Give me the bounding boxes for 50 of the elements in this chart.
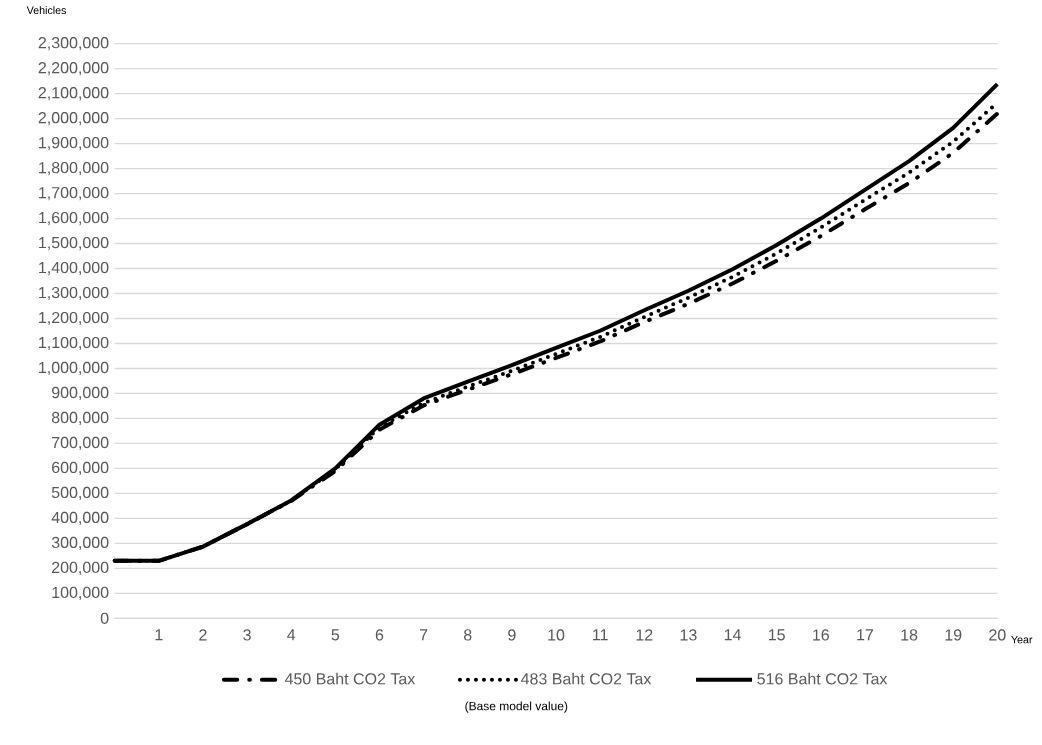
x-tick-label: 7 bbox=[419, 629, 428, 641]
x-tick-label: 14 bbox=[724, 629, 741, 641]
y-tick-label: 100,000 bbox=[52, 586, 109, 600]
x-tick-label: 5 bbox=[331, 629, 340, 641]
y-tick-label: 0 bbox=[100, 612, 109, 624]
y-tick-label: 1,900,000 bbox=[39, 136, 109, 151]
x-tick-label: 15 bbox=[768, 629, 785, 641]
y-tick-label: 800,000 bbox=[51, 411, 109, 426]
x-tick-label: 4 bbox=[287, 629, 296, 641]
x-tick-label: 16 bbox=[813, 629, 829, 641]
y-tick-label: 300,000 bbox=[51, 536, 109, 550]
y-tick-label: 2,200,000 bbox=[38, 62, 109, 76]
y-tick-label: 1,100,000 bbox=[39, 336, 109, 351]
x-tick-label: 11 bbox=[593, 629, 608, 641]
x-tick-label: 2 bbox=[199, 629, 207, 641]
x-tick-label: 20 bbox=[989, 629, 1006, 641]
y-tick-label: 700,000 bbox=[52, 436, 109, 451]
x-tick-label: 12 bbox=[636, 629, 653, 641]
x-tick-label: 13 bbox=[680, 629, 697, 641]
x-tick-label: 18 bbox=[901, 629, 918, 641]
x-tick-label: 17 bbox=[857, 629, 874, 641]
x-tick-label: 10 bbox=[548, 629, 565, 641]
y-tick-label: 600,000 bbox=[52, 461, 109, 476]
y-tick-label: 900,000 bbox=[51, 386, 109, 401]
x-tick-label: 8 bbox=[463, 629, 472, 641]
y-tick-label: 1,800,000 bbox=[39, 161, 109, 176]
legend-label: 450 Baht CO2 Tax bbox=[284, 672, 416, 685]
x-axis-title: Year bbox=[1011, 635, 1033, 644]
y-axis-title: Vehicles bbox=[26, 6, 67, 15]
y-tick-label: 2,000,000 bbox=[38, 112, 109, 126]
y-tick-label: 1,600,000 bbox=[39, 211, 109, 226]
y-tick-label: 1,300,000 bbox=[39, 286, 109, 301]
text: (Base model value) bbox=[465, 701, 568, 713]
y-tick-label: 500,000 bbox=[51, 486, 109, 500]
legend-label: 483 Baht CO2 Tax bbox=[521, 672, 652, 685]
y-tick-label: 1,200,000 bbox=[39, 311, 109, 326]
x-tick-label: 3 bbox=[243, 629, 251, 641]
y-tick-label: 1,500,000 bbox=[39, 236, 109, 251]
x-tick-label: 19 bbox=[945, 629, 962, 641]
y-tick-label: 2,100,000 bbox=[38, 87, 109, 101]
x-tick-label: 9 bbox=[508, 629, 516, 641]
legend-label: 516 Baht CO2 Tax bbox=[757, 672, 888, 685]
x-tick-label: 6 bbox=[375, 629, 384, 641]
y-tick-label: 2,300,000 bbox=[38, 37, 109, 51]
y-tick-label: 400,000 bbox=[51, 511, 109, 525]
x-tick-label: 1 bbox=[155, 629, 163, 641]
y-tick-label: 1,400,000 bbox=[39, 261, 109, 276]
y-tick-label: 1,700,000 bbox=[39, 186, 109, 201]
y-tick-label: 200,000 bbox=[52, 561, 109, 575]
y-tick-label: 1,000,000 bbox=[39, 361, 109, 376]
